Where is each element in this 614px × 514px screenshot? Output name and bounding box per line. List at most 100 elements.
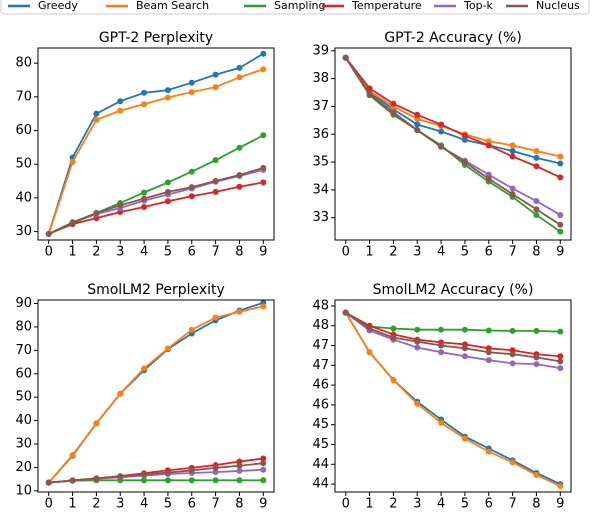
data-point xyxy=(485,138,492,145)
x-tick-label: 8 xyxy=(235,497,243,512)
data-point xyxy=(69,158,76,165)
data-point xyxy=(188,168,195,175)
data-point xyxy=(141,203,148,210)
data-point xyxy=(533,211,540,218)
data-point xyxy=(557,211,564,218)
data-point xyxy=(260,455,267,462)
data-point xyxy=(212,178,219,185)
data-point xyxy=(164,345,171,352)
legend-label: Sampling xyxy=(274,0,326,12)
data-point xyxy=(93,116,100,123)
y-tick-label: 30 xyxy=(15,437,32,452)
data-point xyxy=(390,376,397,383)
data-point xyxy=(260,477,267,484)
y-tick-label: 48 xyxy=(312,298,329,313)
data-point xyxy=(93,420,100,427)
data-point xyxy=(236,458,243,465)
data-point xyxy=(414,344,421,351)
y-tick-label: 50 xyxy=(15,157,32,172)
data-point xyxy=(390,325,397,332)
data-point xyxy=(438,419,445,426)
data-point xyxy=(509,185,516,192)
data-point xyxy=(212,157,219,164)
data-point xyxy=(188,79,195,86)
y-tick-label: 36 xyxy=(312,127,329,142)
data-point xyxy=(141,101,148,108)
data-point xyxy=(485,349,492,356)
data-point xyxy=(533,327,540,334)
data-point xyxy=(438,143,445,150)
data-point xyxy=(509,360,516,367)
data-point xyxy=(509,153,516,160)
data-point xyxy=(414,115,421,122)
data-point xyxy=(461,435,468,442)
series-line xyxy=(48,305,264,484)
data-point xyxy=(164,179,171,186)
data-point xyxy=(45,479,52,486)
x-tick-label: 6 xyxy=(485,497,493,512)
series-line xyxy=(47,52,264,235)
data-point xyxy=(212,469,219,476)
x-tick-label: 1 xyxy=(365,497,373,512)
series-line xyxy=(344,57,561,165)
x-tick-label: 4 xyxy=(437,245,445,260)
series-line xyxy=(345,311,561,363)
x-tick-label: 2 xyxy=(389,245,397,260)
data-point xyxy=(509,147,516,154)
y-tick-label: 40 xyxy=(15,413,32,428)
data-point xyxy=(414,111,421,118)
data-point xyxy=(509,327,516,334)
data-point xyxy=(117,390,124,397)
axes-frame xyxy=(334,47,572,241)
data-point xyxy=(414,338,421,345)
data-point xyxy=(164,188,171,195)
data-point xyxy=(212,314,219,321)
data-point xyxy=(260,303,267,310)
x-tick-label: 8 xyxy=(235,245,243,260)
data-point xyxy=(390,110,397,117)
y-tick-label: 47 xyxy=(312,338,329,353)
data-point xyxy=(366,349,373,356)
chart-title: GPT-2 Perplexity xyxy=(99,30,213,46)
y-tick-label: 45 xyxy=(312,437,329,452)
y-tick-label: 20 xyxy=(15,460,32,475)
data-point xyxy=(260,132,267,139)
series-line xyxy=(344,57,561,158)
data-point xyxy=(141,477,148,484)
data-point xyxy=(260,466,267,473)
x-tick-label: 8 xyxy=(532,245,540,260)
data-point xyxy=(141,365,148,372)
data-point xyxy=(164,477,171,484)
data-point xyxy=(342,309,349,316)
data-point xyxy=(414,127,421,134)
x-tick-label: 3 xyxy=(116,497,124,512)
data-point xyxy=(557,153,564,160)
x-tick-label: 2 xyxy=(92,245,100,260)
y-tick-label: 47 xyxy=(312,358,329,373)
data-point xyxy=(533,154,540,161)
data-point xyxy=(236,74,243,81)
data-point xyxy=(557,328,564,335)
y-tick-label: 60 xyxy=(15,366,32,381)
series-line xyxy=(344,312,561,485)
series-line xyxy=(345,311,561,358)
data-point xyxy=(141,471,148,478)
data-point xyxy=(438,349,445,356)
series-line xyxy=(48,462,264,484)
y-tick-label: 80 xyxy=(15,319,32,334)
data-point xyxy=(69,452,76,459)
data-point xyxy=(117,473,124,480)
data-point xyxy=(557,228,564,235)
x-tick-label: 6 xyxy=(188,497,196,512)
data-point xyxy=(69,477,76,484)
data-point xyxy=(236,171,243,178)
y-tick-label: 10 xyxy=(15,483,32,498)
legend-frame xyxy=(0,0,590,15)
y-tick-label: 44 xyxy=(312,477,329,492)
y-tick-label: 38 xyxy=(312,71,329,86)
y-tick-label: 37 xyxy=(312,99,329,114)
data-point xyxy=(93,210,100,217)
legend-label: Temperature xyxy=(351,0,422,12)
data-point xyxy=(260,66,267,73)
y-tick-label: 48 xyxy=(312,318,329,333)
